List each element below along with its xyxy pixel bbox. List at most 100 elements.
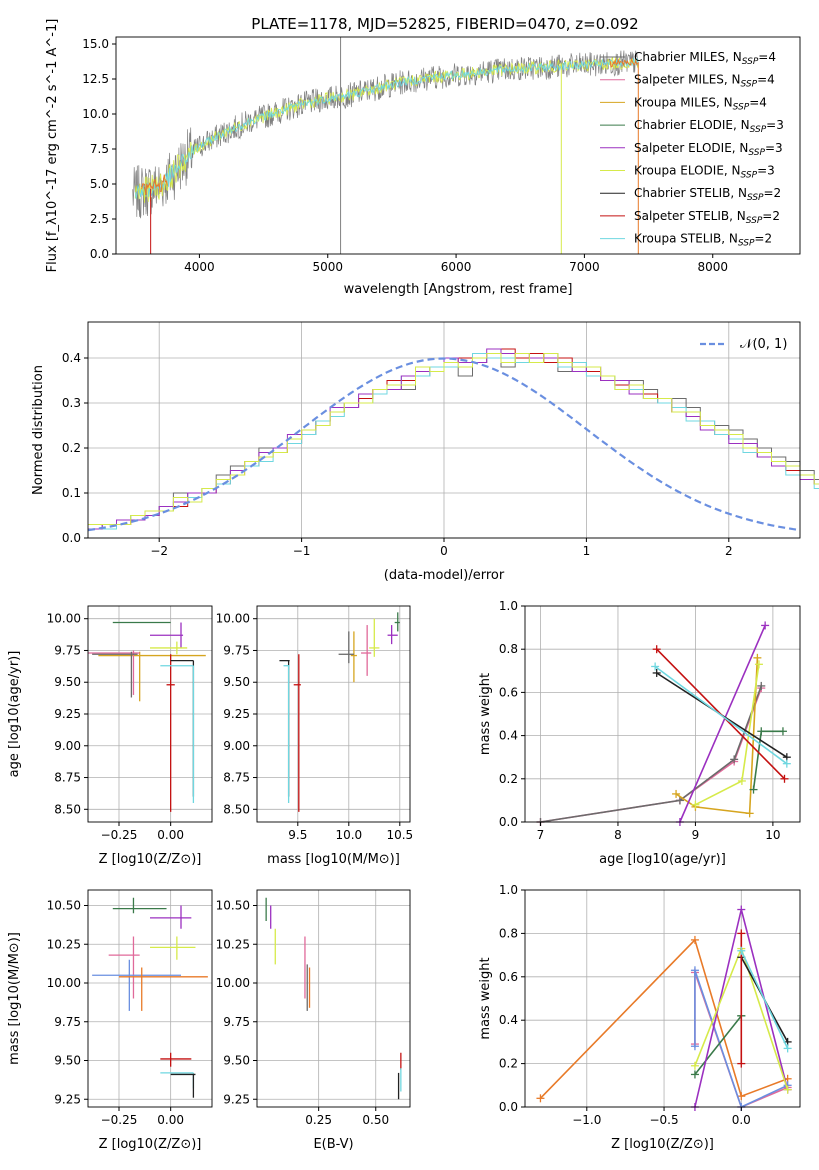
- weight-vs-Z-plot: [536, 905, 792, 1111]
- weight-line-chabrier-elodie: [694, 1015, 742, 1075]
- legend-label-sub: SSP: [741, 171, 758, 181]
- axes-frame: [115, 36, 801, 255]
- tick-label: 10.0: [335, 828, 362, 842]
- tick-label: 8.75: [223, 771, 250, 785]
- tick-label: 7: [537, 828, 545, 842]
- mass-vs-ebv-plot: [265, 897, 402, 1100]
- mass-vs-ebv-axes: [257, 890, 410, 1107]
- legend-label-sub: SSP: [748, 148, 765, 158]
- model-line-kroupa-elodie: [134, 56, 639, 203]
- legend-label-text: Salpeter STELIB, N: [634, 209, 746, 223]
- age-vs-mass-axes: [257, 606, 410, 822]
- legend-label-text: Salpeter MILES, N: [634, 73, 741, 87]
- tick-label: 10.25: [47, 937, 81, 951]
- data-point: [170, 659, 195, 797]
- x-axis-label: age [log10(age/yr)]: [599, 852, 726, 867]
- tick-label: −1.0: [572, 1113, 601, 1127]
- tick-label: −1: [293, 544, 311, 558]
- legend-label: Chabrier STELIB, NSSP=2: [634, 186, 781, 203]
- legend-label-text: Salpeter ELODIE, N: [634, 141, 748, 155]
- tick-label: 8: [614, 828, 622, 842]
- tick-label: 0: [440, 544, 448, 558]
- tick-label: 9.00: [54, 739, 81, 753]
- axes-frame: [256, 889, 411, 1108]
- weight-line-blue: [694, 970, 788, 1109]
- data-point: [170, 1073, 196, 1098]
- tick-label: 9.50: [223, 675, 250, 689]
- weight-line-orange: [539, 938, 788, 1099]
- tick-label: 9.00: [223, 739, 250, 753]
- tick-label: 2: [725, 544, 733, 558]
- weight-vs-Z-frame: −1.0 −0.5 0.0 0.0 0.2 0.4 0.6 0.8 1.0 Z [log10(Z/…: [478, 883, 801, 1152]
- age-vs-Z-axes: [88, 606, 212, 822]
- tick-label: 6000: [441, 260, 472, 274]
- legend-label: Kroupa STELIB, NSSP=2: [634, 232, 772, 249]
- data-point: [387, 625, 398, 645]
- tick-label: 0.1: [62, 486, 81, 500]
- tick-label: 0.0: [90, 247, 109, 261]
- histogram-kroupa-stelib: [88, 353, 819, 530]
- axes-frame: [87, 889, 213, 1108]
- y-axis-label: mass [log10(M/M⊙)]: [7, 932, 22, 1065]
- data-point: [119, 967, 208, 1011]
- tick-label: 10: [765, 828, 780, 842]
- tick-label: 9.25: [54, 1092, 81, 1106]
- tick-label: 0.6: [499, 685, 518, 699]
- legend-label-count: =3: [766, 118, 784, 132]
- spectrum-data-line: [132, 50, 639, 219]
- residual-legend: 𝒩(0, 1): [700, 337, 787, 352]
- tick-label: 0.8: [499, 642, 518, 656]
- legend-label-text: Kroupa STELIB, N: [634, 232, 738, 246]
- data-point: [92, 651, 138, 698]
- tick-label: 10.00: [216, 612, 250, 626]
- data-point: [293, 654, 301, 812]
- y-axis-label: Normed distribution: [31, 365, 46, 495]
- tick-label: 0.50: [362, 1113, 389, 1127]
- residuals-plot: [87, 348, 819, 532]
- tick-label: 1.0: [499, 599, 518, 613]
- data-point: [112, 897, 167, 914]
- tick-label: 9.25: [223, 1092, 250, 1106]
- legend-label-count: =4: [758, 50, 776, 64]
- tick-label: 4000: [184, 260, 215, 274]
- histogram-kroupa-elodie: [88, 353, 819, 525]
- tick-label: 2.5: [90, 212, 109, 226]
- data-point: [361, 625, 372, 676]
- tick-label: 0.0: [499, 1100, 518, 1114]
- mass-vs-Z-frame: −0.25 0.00 9.25 9.50 9.75 10.00 10.25 10.50 Z [l…: [7, 889, 213, 1152]
- model-line-orange: [141, 174, 168, 195]
- legend-label: Salpeter STELIB, NSSP=2: [634, 209, 780, 226]
- age-vs-Z-plot: [88, 621, 206, 812]
- tick-label: 0.2: [499, 1057, 518, 1071]
- tick-label: 0.4: [499, 1013, 518, 1027]
- data-point: [369, 618, 380, 657]
- tick-label: 10.50: [216, 899, 250, 913]
- tick-label: −2: [150, 544, 168, 558]
- weight-vs-age-frame: 7 8 9 10 0.0 0.2 0.4 0.6 0.8 1.0 age [log10(age/yr…: [478, 599, 801, 867]
- legend-label-count: =4: [757, 73, 775, 87]
- tick-label: 5000: [312, 260, 343, 274]
- mass-vs-Z-axes: [88, 890, 212, 1107]
- legend-label-count: =3: [757, 164, 775, 178]
- legend-label-sub: SSP: [750, 125, 767, 135]
- legend-label: Salpeter MILES, NSSP=4: [634, 73, 775, 90]
- legend-label-sub: SSP: [738, 239, 755, 249]
- weight-vs-Z-axes: [525, 889, 800, 1108]
- tick-label: 0.25: [305, 1113, 332, 1127]
- tick-label: 1: [583, 544, 591, 558]
- x-axis-label: (data-model)/error: [384, 568, 505, 583]
- tick-label: 9.75: [223, 1015, 250, 1029]
- data-point: [160, 1072, 195, 1089]
- axes-frame: [524, 889, 801, 1108]
- legend-label-sub: SSP: [742, 57, 759, 67]
- tick-label: 9.75: [54, 643, 81, 657]
- tick-label: 0.6: [499, 970, 518, 984]
- data-point: [160, 1052, 192, 1067]
- tick-label: 9.75: [54, 1015, 81, 1029]
- tick-label: 0.2: [62, 441, 81, 455]
- tick-label: 0.8: [499, 926, 518, 940]
- tick-label: 0.2: [499, 772, 518, 786]
- model-line-kroupa-stelib: [134, 58, 639, 200]
